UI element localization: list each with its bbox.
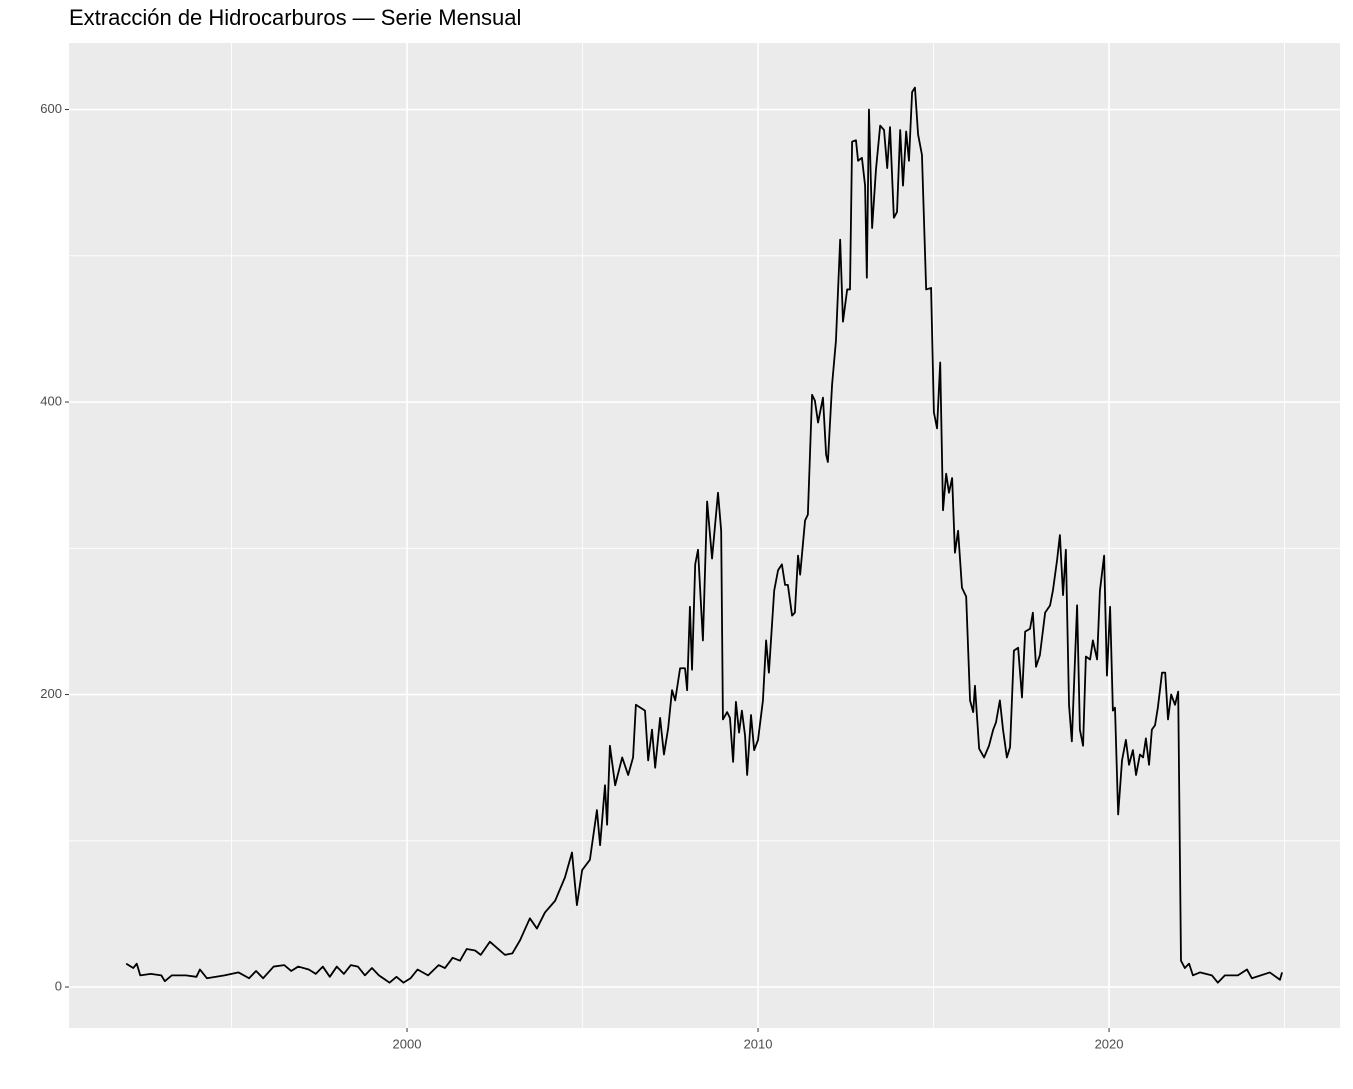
x-tick-label: 2020: [1095, 1036, 1124, 1051]
line: [125, 86, 1283, 984]
panel: [69, 43, 1340, 1028]
x-tick-label: 2010: [744, 1036, 773, 1051]
y-tick-label: 400: [40, 393, 62, 408]
y-tick-label: 600: [40, 101, 62, 116]
x-tick-label: 2000: [393, 1036, 422, 1051]
y-tick-label: 200: [40, 686, 62, 701]
chart-title: Extracción de Hidrocarburos — Serie Mens…: [69, 5, 521, 30]
y-tick-label: 0: [55, 978, 62, 993]
